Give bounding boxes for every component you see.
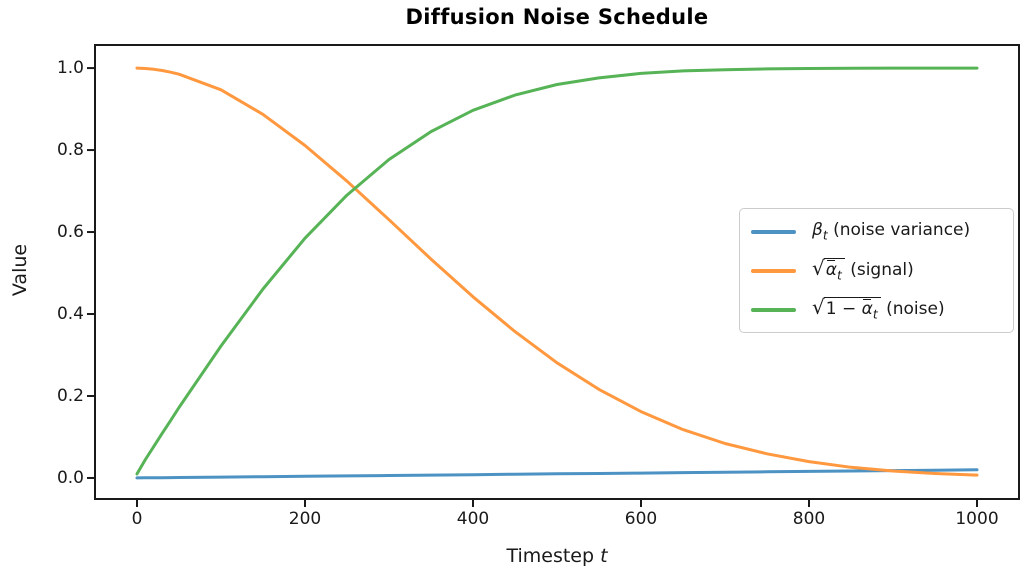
- chart-title: Diffusion Noise Schedule: [405, 5, 709, 29]
- y-axis-label: Value: [9, 243, 31, 297]
- y-tick-label: 0.4: [56, 304, 84, 324]
- x-tick-label: 600: [624, 509, 658, 529]
- axes-spines: [94, 44, 1020, 500]
- y-tick-label: 0.0: [56, 467, 84, 488]
- legend-item: √1 − αt (noise): [740, 290, 1013, 329]
- y-tick-label: 1.0: [56, 58, 84, 79]
- legend-item: βt (noise variance): [740, 212, 1013, 251]
- series-line-green: [135, 66, 979, 476]
- x-tick-label: 0: [131, 509, 143, 529]
- legend-line-swatch: [751, 229, 796, 234]
- x-tick-label: 1000: [955, 509, 999, 529]
- x-tick-label: 800: [792, 509, 826, 529]
- legend-label: βt (noise variance): [812, 220, 971, 243]
- legend: βt (noise variance) √αt (signal) √1 − αt (…: [739, 208, 1014, 333]
- legend-line-swatch: [751, 307, 796, 312]
- x-tick-label: 400: [456, 509, 490, 529]
- y-tick-label: 0.2: [56, 385, 84, 406]
- x-tick-label: 200: [288, 509, 322, 529]
- x-axis-label: Timestep t: [506, 545, 608, 567]
- legend-label: √αt (signal): [812, 256, 914, 283]
- legend-label: √1 − αt (noise): [812, 295, 945, 322]
- y-tick-label: 0.6: [56, 222, 84, 243]
- y-tick-label: 0.8: [56, 140, 84, 161]
- legend-item: √αt (signal): [740, 251, 1013, 290]
- legend-line-swatch: [751, 268, 796, 273]
- series-line-blue: [135, 468, 979, 480]
- series-line-orange: [135, 66, 979, 477]
